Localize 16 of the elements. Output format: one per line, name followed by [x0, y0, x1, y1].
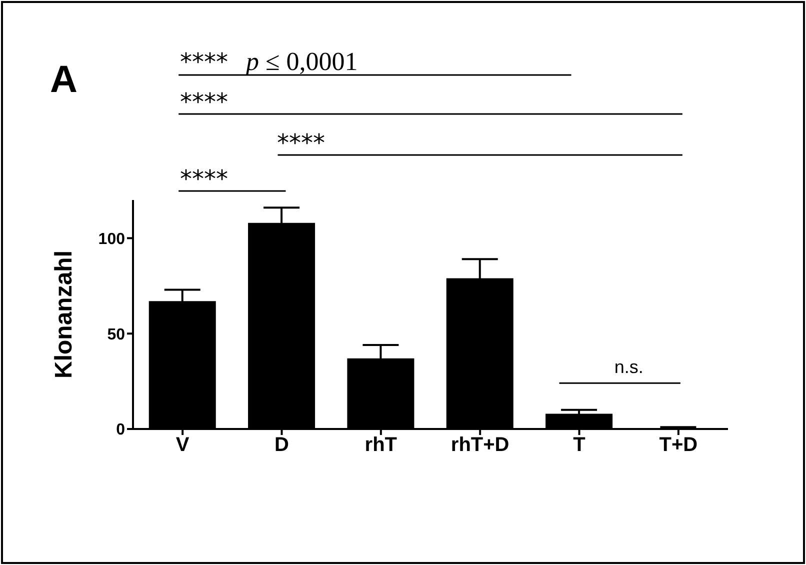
y-axis-title: Klonanzahl — [50, 250, 78, 379]
y-tick-label: 100 — [98, 230, 126, 248]
x-tick-label: rhT+D — [450, 434, 510, 456]
y-tick-label: 0 — [116, 422, 126, 439]
x-tick-label: rhT — [364, 434, 398, 456]
x-tick-label: T+D — [659, 434, 698, 456]
text: **** — [180, 165, 228, 193]
text: **** — [180, 88, 228, 116]
x-tick-label: T — [573, 434, 586, 456]
text: A — [50, 59, 78, 101]
annotation: n.s. — [614, 357, 644, 378]
y-tick-label: 50 — [107, 326, 126, 344]
text: **** — [180, 48, 228, 76]
x-tick-label: V — [176, 434, 190, 456]
x-tick-label: D — [274, 434, 289, 456]
text: **** — [277, 129, 325, 157]
